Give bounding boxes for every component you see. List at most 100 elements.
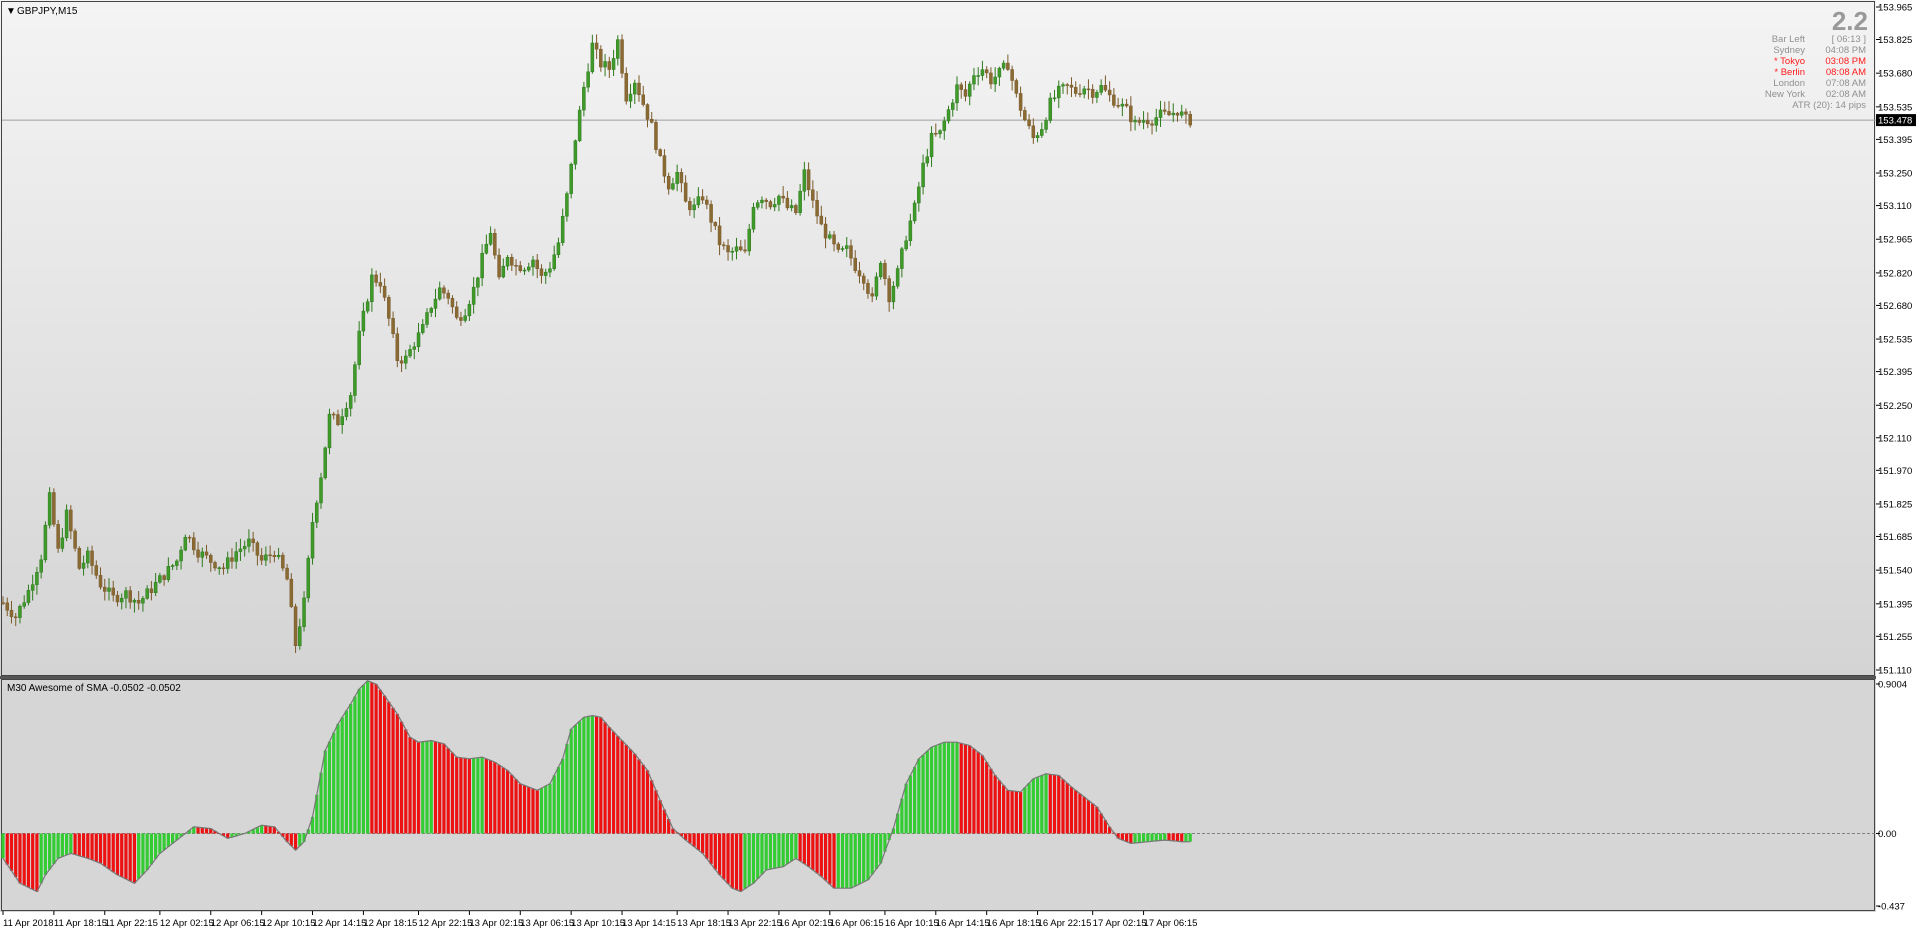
histogram-bar	[1040, 775, 1044, 834]
histogram-bar	[1116, 833, 1120, 839]
histogram-bar	[959, 743, 963, 834]
histogram-bar	[582, 717, 586, 834]
candle	[1001, 60, 1006, 71]
candle	[514, 259, 518, 276]
candle	[616, 35, 620, 66]
histogram-bar	[175, 833, 179, 841]
histogram-bar	[132, 833, 137, 884]
candle	[327, 408, 332, 455]
candle	[666, 172, 671, 195]
candle	[1086, 79, 1091, 100]
candle	[946, 105, 951, 124]
histogram-bar	[667, 819, 671, 834]
histogram-bar	[802, 833, 806, 864]
session-time: 04:08 PM	[1825, 45, 1866, 56]
candle	[692, 198, 696, 219]
candle	[1129, 96, 1133, 132]
indicator-title: M30 Awesome of SMA -0.0502 -0.0502	[7, 683, 181, 694]
histogram-bar	[1035, 777, 1040, 834]
candle	[1188, 111, 1192, 128]
histogram-bar	[281, 833, 285, 837]
candle	[993, 67, 997, 92]
candle	[497, 248, 501, 280]
histogram-bar	[378, 689, 382, 834]
candle	[225, 551, 230, 574]
candle	[688, 197, 692, 216]
histogram-bar	[946, 742, 951, 834]
histogram-bar	[684, 833, 688, 841]
histogram-bar	[260, 825, 264, 834]
histogram-bar	[917, 758, 921, 834]
histogram-bar	[77, 833, 81, 856]
candle	[196, 541, 200, 563]
histogram-bar	[781, 833, 785, 867]
candle	[539, 264, 544, 284]
histogram-bar	[1082, 796, 1086, 834]
histogram-bar	[293, 833, 298, 851]
histogram-bar	[654, 790, 658, 834]
histogram-bar	[595, 716, 599, 834]
candle	[1175, 111, 1180, 122]
candle	[870, 287, 874, 303]
candle	[73, 528, 77, 552]
candle	[370, 268, 374, 312]
histogram-bar	[374, 684, 378, 834]
candle	[145, 585, 149, 600]
candle	[268, 545, 272, 564]
histogram-bar	[442, 743, 446, 834]
histogram-bar	[26, 833, 31, 888]
histogram-bar	[743, 833, 747, 889]
price-axis-label: 151.825	[1878, 499, 1912, 510]
candle	[951, 98, 955, 117]
chart-title-arrow[interactable]: ▼	[6, 6, 16, 17]
candle	[785, 191, 790, 211]
candle	[569, 162, 573, 199]
histogram-bar	[90, 833, 94, 861]
histogram-bar	[467, 758, 471, 834]
histogram-bar	[751, 833, 756, 884]
histogram-bar	[951, 742, 955, 834]
candle	[548, 261, 552, 278]
histogram-bar	[204, 828, 209, 834]
candle	[819, 205, 824, 226]
histogram-bar	[900, 798, 904, 834]
candle	[315, 500, 319, 529]
histogram-bar	[111, 833, 115, 873]
candle	[811, 180, 815, 209]
candle	[285, 564, 289, 581]
price-axis-label: 153.680	[1878, 69, 1912, 80]
candle	[115, 590, 120, 607]
candle	[1120, 98, 1125, 117]
candle	[1141, 111, 1146, 130]
candle	[153, 572, 158, 597]
histogram-bar	[565, 743, 569, 834]
histogram-bar	[662, 809, 667, 834]
candle	[522, 267, 527, 275]
candle	[895, 265, 900, 289]
histogram-bar	[925, 751, 929, 834]
candle	[717, 217, 722, 256]
candle	[925, 148, 930, 167]
candle	[391, 311, 395, 338]
histogram-bar	[166, 833, 170, 847]
histogram-bar	[522, 785, 527, 834]
histogram-bar	[162, 833, 166, 851]
histogram-bar	[357, 689, 361, 834]
candle	[60, 528, 65, 552]
histogram-bar	[429, 740, 433, 834]
candle	[543, 268, 548, 284]
candle	[179, 546, 183, 570]
time-axis-label: 13 Apr 02:15	[469, 918, 523, 929]
candle	[480, 244, 484, 287]
sub-panel-border	[1, 679, 1875, 911]
histogram-bar	[730, 833, 734, 889]
histogram-bar	[722, 833, 726, 880]
atr-readout: ATR (20): 14 pips	[1792, 100, 1866, 111]
candle	[1184, 108, 1188, 124]
histogram-bar	[692, 833, 696, 847]
candle	[77, 546, 82, 571]
candle	[1095, 89, 1099, 104]
candle	[972, 67, 976, 91]
